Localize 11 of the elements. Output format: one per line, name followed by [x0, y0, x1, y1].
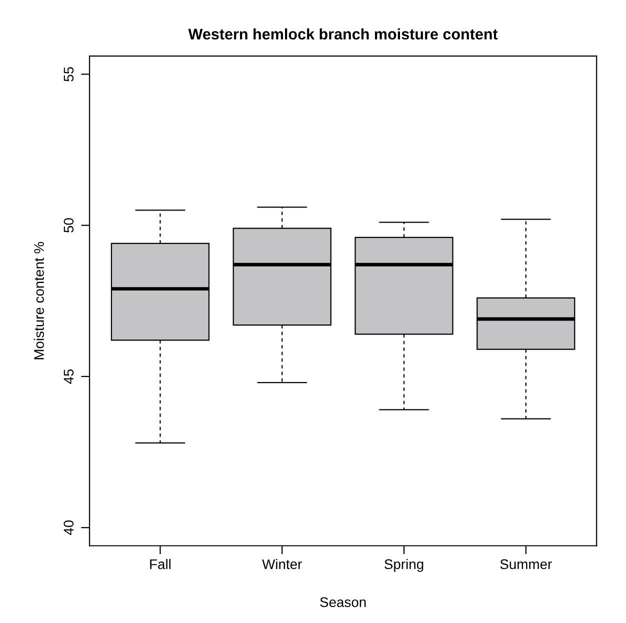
x-tick-label: Summer — [500, 559, 552, 570]
x-axis-title: Season — [320, 597, 366, 608]
x-tick-label: Fall — [150, 558, 170, 570]
y-tick-label: 50 — [64, 218, 74, 233]
y-tick-label: 55 — [64, 67, 74, 82]
chart-title: Western hemlock branch moisture content — [188, 28, 498, 40]
x-tick-label: Spring — [384, 558, 424, 572]
x-tick-label: Winter — [262, 558, 302, 570]
y-tick-label: 45 — [64, 369, 74, 384]
y-axis-title: Moisture content % — [34, 242, 44, 360]
y-tick-label: 40 — [64, 520, 74, 536]
